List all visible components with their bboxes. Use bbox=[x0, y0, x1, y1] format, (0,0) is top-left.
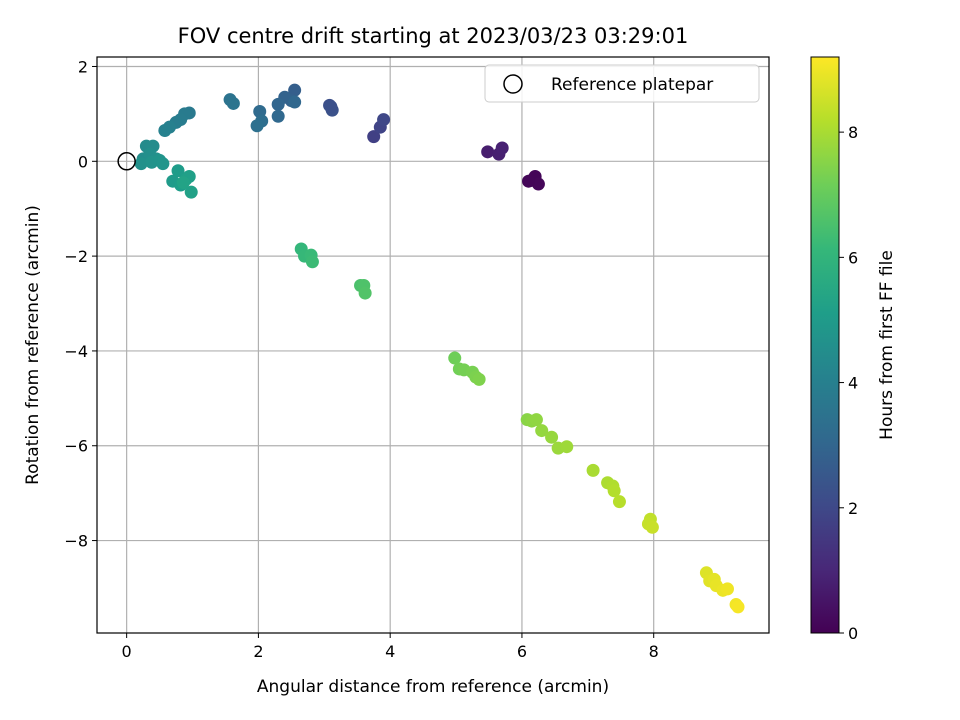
data-point bbox=[481, 145, 495, 159]
data-point bbox=[184, 185, 198, 199]
data-point bbox=[586, 463, 600, 477]
data-point bbox=[288, 83, 302, 97]
data-point bbox=[358, 286, 372, 300]
legend: Reference platepar bbox=[484, 64, 760, 103]
data-point bbox=[531, 177, 545, 191]
colorbar-tick-label: 4 bbox=[848, 374, 858, 393]
data-point bbox=[495, 141, 509, 155]
colorbar: 0 2 4 6 8 Hours from first FF file bbox=[810, 56, 897, 643]
data-point bbox=[377, 113, 391, 127]
data-point bbox=[612, 495, 626, 509]
x-tick-label: 6 bbox=[517, 642, 527, 661]
data-point bbox=[560, 440, 574, 454]
x-tick-label: 4 bbox=[385, 642, 395, 661]
x-tick-label: 0 bbox=[122, 642, 132, 661]
data-point bbox=[522, 174, 536, 188]
y-tick-label: −4 bbox=[64, 342, 88, 361]
data-point bbox=[226, 96, 240, 110]
colorbar-gradient bbox=[810, 56, 840, 634]
x-tick-label: 2 bbox=[253, 642, 263, 661]
data-point bbox=[171, 164, 185, 178]
x-tick-label: 8 bbox=[649, 642, 659, 661]
x-axis-ticks: 0 2 4 6 8 bbox=[122, 633, 659, 661]
data-point bbox=[645, 520, 659, 534]
data-point bbox=[305, 255, 319, 269]
reference-marker bbox=[117, 152, 136, 171]
data-point bbox=[250, 119, 264, 133]
data-point bbox=[134, 157, 148, 171]
data-point bbox=[271, 97, 285, 111]
colorbar-tick-label: 2 bbox=[848, 499, 858, 518]
x-axis-label: Angular distance from reference (arcmin) bbox=[257, 677, 609, 697]
chart-title: FOV centre drift starting at 2023/03/23 … bbox=[178, 24, 689, 48]
legend-box bbox=[484, 64, 760, 103]
data-point bbox=[720, 582, 734, 596]
colorbar-tick-label: 8 bbox=[848, 123, 858, 142]
data-point bbox=[158, 123, 172, 137]
data-point bbox=[529, 413, 543, 427]
y-tick-label: −2 bbox=[64, 247, 88, 266]
colorbar-tick-label: 0 bbox=[848, 624, 858, 643]
y-tick-label: 2 bbox=[78, 57, 88, 76]
y-axis-ticks: 2 0 −2 −4 −6 −8 bbox=[64, 57, 97, 551]
data-point bbox=[535, 424, 549, 438]
colorbar-label: Hours from first FF file bbox=[877, 250, 897, 440]
data-point bbox=[271, 109, 285, 123]
plot-frame bbox=[96, 56, 770, 634]
data-point bbox=[324, 100, 338, 114]
legend-label: Reference platepar bbox=[551, 75, 713, 95]
data-point bbox=[545, 430, 559, 444]
plot-area bbox=[97, 57, 769, 633]
data-point bbox=[288, 95, 302, 109]
data-point bbox=[448, 351, 462, 365]
y-tick-label: −8 bbox=[64, 532, 88, 551]
data-point bbox=[607, 484, 621, 498]
data-point bbox=[472, 372, 486, 386]
colorbar-ticks: 0 2 4 6 8 bbox=[839, 123, 858, 643]
y-tick-label: −6 bbox=[64, 437, 88, 456]
data-point bbox=[176, 176, 190, 190]
data-points bbox=[134, 83, 745, 614]
data-point bbox=[731, 600, 745, 614]
colorbar-tick-label: 6 bbox=[848, 248, 858, 267]
grid-lines bbox=[97, 57, 769, 633]
y-axis-label: Rotation from reference (arcmin) bbox=[23, 205, 43, 485]
y-tick-label: 0 bbox=[78, 152, 88, 171]
data-point bbox=[156, 157, 170, 171]
data-point bbox=[367, 130, 381, 144]
legend-marker bbox=[503, 74, 523, 94]
